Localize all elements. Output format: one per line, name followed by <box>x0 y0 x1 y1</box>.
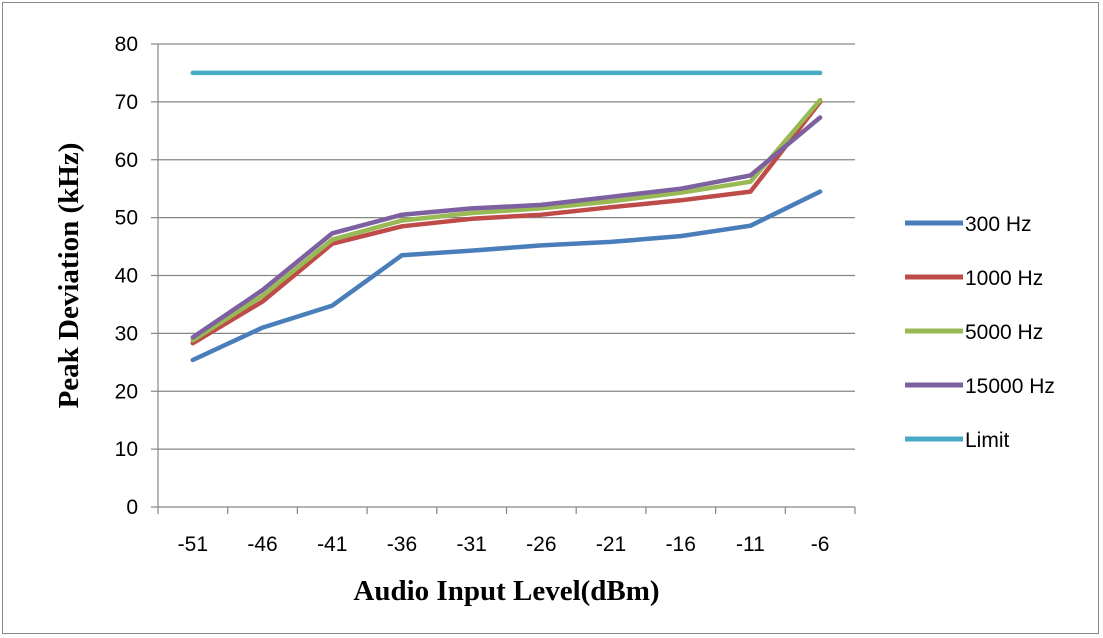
y-tick-label: 10 <box>115 438 138 461</box>
x-tick-label: -36 <box>387 533 417 556</box>
y-tick-label: 40 <box>115 265 138 288</box>
x-tick-labels: -51 -46 -41 -36 -31 -26 -21 -16 -11 -6 <box>178 533 830 556</box>
x-tick-label: -46 <box>247 533 277 556</box>
y-axis-title: Peak Deviation (kHz) <box>53 143 85 409</box>
series-lines <box>190 70 823 363</box>
y-tick-label: 50 <box>115 207 138 230</box>
legend: 300 Hz 1000 Hz 5000 Hz 15000 Hz Limit <box>905 213 1055 452</box>
legend-label-5000-hz: 5000 Hz <box>965 321 1043 344</box>
y-tick-label: 0 <box>126 496 138 519</box>
y-tick-labels: 0 10 20 30 40 50 60 70 80 <box>115 33 138 519</box>
series-line-300-hz <box>190 189 823 363</box>
x-axis-title: Audio Input Level(dBm) <box>353 575 659 607</box>
x-tick-label: -31 <box>456 533 486 556</box>
x-tick-label: -26 <box>526 533 556 556</box>
y-tick-label: 80 <box>115 33 138 56</box>
x-tick-label: -41 <box>317 533 347 556</box>
axes <box>151 43 856 514</box>
series-line-15000-hz <box>190 115 823 340</box>
legend-label-300-hz: 300 Hz <box>965 213 1032 236</box>
x-tick-label: -6 <box>811 533 830 556</box>
x-tick-label: -51 <box>178 533 208 556</box>
series-line-5000-hz <box>190 97 823 343</box>
series-line-1000-hz <box>190 99 823 346</box>
legend-label-1000-hz: 1000 Hz <box>965 267 1043 290</box>
y-tick-label: 20 <box>115 380 138 403</box>
y-tick-label: 70 <box>115 91 138 114</box>
x-tick-label: -21 <box>596 533 626 556</box>
legend-label-limit: Limit <box>965 429 1010 452</box>
x-tick-label: -16 <box>666 533 696 556</box>
y-tick-label: 60 <box>115 149 138 172</box>
x-tick-label: -11 <box>736 533 765 556</box>
legend-label-15000-hz: 15000 Hz <box>965 375 1055 398</box>
y-tick-label: 30 <box>115 322 138 345</box>
